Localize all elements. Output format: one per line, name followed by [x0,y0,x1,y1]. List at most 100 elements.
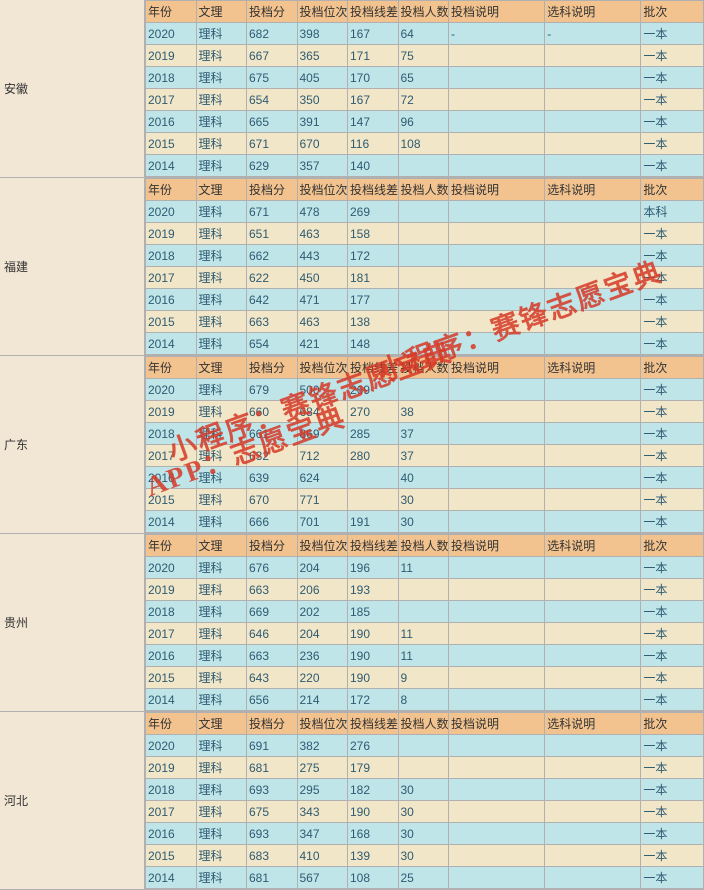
table-cell [449,379,545,401]
table-cell [545,801,641,823]
table-cell [449,67,545,89]
table-cell [545,867,641,889]
table-cell: 2015 [146,845,197,867]
table-header: 年份 [146,179,197,201]
table-header: 投档人数 [398,179,449,201]
table-row: 2019理科66736517175一本 [146,45,704,67]
table-header: 文理 [196,179,247,201]
table-cell [545,311,641,333]
table-cell [449,801,545,823]
table-cell: 理科 [196,557,247,579]
table-cell [449,423,545,445]
table-cell: 25 [398,867,449,889]
table-cell: 2016 [146,289,197,311]
table-cell [449,511,545,533]
table-row: 2014理科6562141728一本 [146,689,704,711]
table-cell: 869 [297,423,348,445]
table-row: 2016理科66539114796一本 [146,111,704,133]
table-cell: 140 [348,155,399,177]
table-cell: 190 [348,645,399,667]
table-row: 2016理科69334716830一本 [146,823,704,845]
table-cell: 2015 [146,489,197,511]
table-cell [398,579,449,601]
table-header: 投档人数 [398,357,449,379]
table-cell: 478 [297,201,348,223]
table-cell: 2018 [146,779,197,801]
table-cell: 理科 [196,445,247,467]
table-cell [449,311,545,333]
table-cell: 2020 [146,735,197,757]
table-cell: 679 [247,379,298,401]
table-cell: 2019 [146,579,197,601]
table-cell: 37 [398,423,449,445]
table-cell: 204 [297,623,348,645]
table-cell: 295 [297,779,348,801]
table-cell: 139 [348,845,399,867]
table-cell: 一本 [641,801,704,823]
table-cell [545,467,641,489]
table-cell: 172 [348,689,399,711]
table-cell [545,111,641,133]
table-cell: 一本 [641,601,704,623]
table-row: 2017理科64620419011一本 [146,623,704,645]
table-cell: 463 [297,311,348,333]
table-cell: 一本 [641,467,704,489]
table-header: 投档分 [247,535,298,557]
table-cell [449,445,545,467]
table-cell [398,155,449,177]
table-cell [449,89,545,111]
province-section: 广东年份文理投档分投档位次投档线差投档人数投档说明选科说明批次2020理科679… [0,356,704,534]
table-cell: 一本 [641,623,704,645]
table-cell: 190 [348,623,399,645]
province-name: 福建 [0,178,145,355]
table-header: 投档分 [247,1,298,23]
table-cell [398,267,449,289]
table-cell: 理科 [196,667,247,689]
table-cell: 理科 [196,867,247,889]
table-cell: 理科 [196,423,247,445]
table-cell [449,779,545,801]
table-cell: 2014 [146,155,197,177]
table-cell: 30 [398,779,449,801]
table-cell [449,201,545,223]
table-cell: 2014 [146,333,197,355]
table-cell: 168 [348,823,399,845]
table-cell: 理科 [196,223,247,245]
table-cell: 148 [348,333,399,355]
table-cell [545,735,641,757]
table-cell: 463 [297,223,348,245]
table-cell: 38 [398,401,449,423]
province-section: 河北年份文理投档分投档位次投档线差投档人数投档说明选科说明批次2020理科691… [0,712,704,890]
table-cell: 2015 [146,311,197,333]
table-cell [545,423,641,445]
table-cell: 2020 [146,23,197,45]
table-cell: 2016 [146,467,197,489]
table-header: 投档分 [247,357,298,379]
table-cell: 405 [297,67,348,89]
table-cell: 158 [348,223,399,245]
table-cell: 理科 [196,645,247,667]
table-cell: 2019 [146,45,197,67]
table-cell [545,289,641,311]
table-cell: 220 [297,667,348,689]
table-cell: 671 [247,201,298,223]
table-header: 投档说明 [449,1,545,23]
table-header: 选科说明 [545,535,641,557]
table-cell: 147 [348,111,399,133]
table-cell: 632 [247,445,298,467]
table-row: 2019理科651463158一本 [146,223,704,245]
table-cell: 一本 [641,311,704,333]
table-cell: 171 [348,45,399,67]
table-header: 投档人数 [398,535,449,557]
table-cell: 651 [247,223,298,245]
table-cell: 30 [398,801,449,823]
table-row: 2020理科68239816764--一本 [146,23,704,45]
table-header: 投档分 [247,179,298,201]
table-cell: 656 [247,689,298,711]
table-cell: 一本 [641,333,704,355]
table-cell: 350 [297,89,348,111]
table-cell: 172 [348,245,399,267]
table-cell [545,133,641,155]
table-cell: 11 [398,557,449,579]
table-cell: 450 [297,267,348,289]
